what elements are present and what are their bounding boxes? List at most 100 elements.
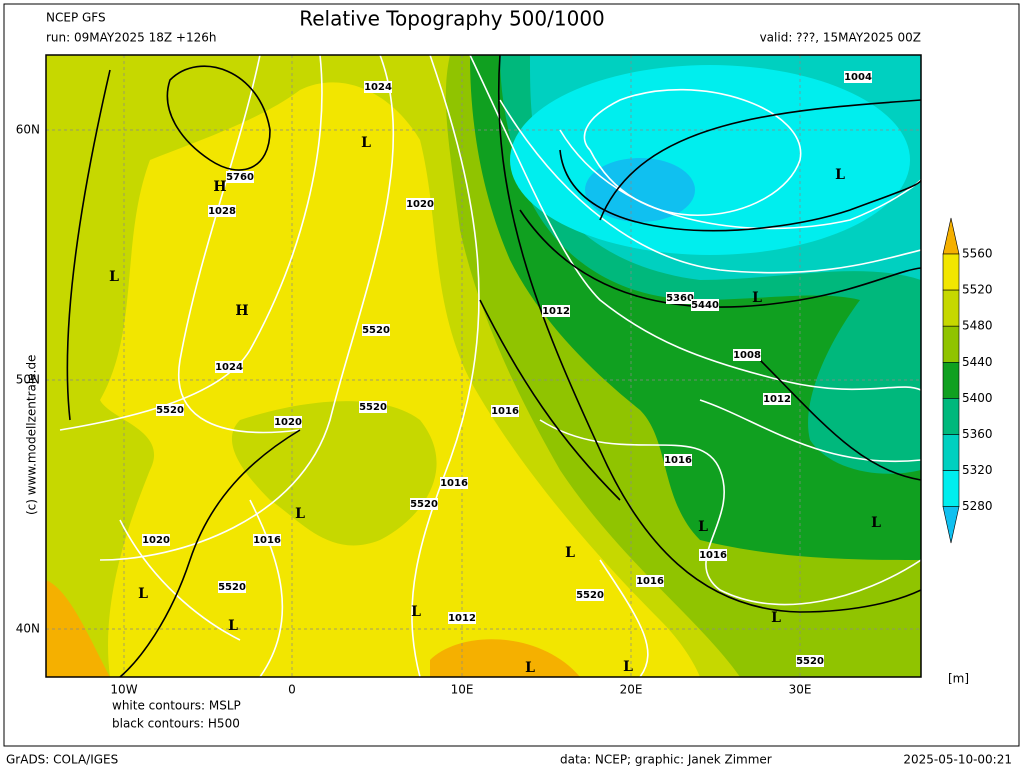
label-bg bbox=[448, 612, 476, 624]
contour-label: 5520 bbox=[156, 405, 184, 416]
contour-label: 1012 bbox=[542, 306, 570, 317]
label-bg bbox=[664, 454, 692, 466]
colorbar-band bbox=[942, 361, 960, 399]
colorbar-band bbox=[942, 253, 960, 291]
colorbar-tick-label: 5280 bbox=[962, 499, 993, 513]
mslp-contour bbox=[469, 55, 921, 391]
contour-label: 1024 bbox=[364, 82, 392, 93]
contour-label: 1020 bbox=[142, 535, 170, 546]
h500-contour bbox=[559, 149, 921, 232]
label-bg bbox=[410, 498, 438, 510]
colorbar-tick-label: 5400 bbox=[962, 391, 993, 405]
label-bg bbox=[359, 401, 387, 413]
label-bg bbox=[763, 393, 791, 405]
h500-contour bbox=[497, 55, 921, 613]
colorbar-band bbox=[942, 325, 960, 363]
colorbar-unit: [m] bbox=[948, 672, 969, 686]
colorbar-tick-label: 5360 bbox=[962, 427, 993, 441]
pressure-center: L bbox=[525, 660, 535, 676]
pressure-center: L bbox=[411, 604, 421, 620]
band bbox=[46, 580, 110, 677]
pressure-center: L bbox=[698, 519, 708, 535]
label-bg bbox=[406, 198, 434, 210]
colorbar-tick-label: 5560 bbox=[962, 247, 993, 261]
contour-label: 1020 bbox=[274, 417, 302, 428]
map-frame bbox=[45, 54, 922, 678]
h500-contour bbox=[519, 209, 921, 308]
pressure-center: L bbox=[138, 586, 148, 602]
lon-label: 0 bbox=[288, 683, 296, 697]
contour-label: 1028 bbox=[208, 206, 236, 217]
pressure-center: L bbox=[361, 135, 371, 151]
mslp-contour bbox=[539, 419, 921, 606]
model-name: NCEP GFS bbox=[46, 11, 106, 25]
pressure-center: L bbox=[623, 659, 633, 675]
label-bg bbox=[699, 549, 727, 561]
contour-label: 1020 bbox=[406, 199, 434, 210]
pressure-center: L bbox=[295, 506, 305, 522]
h500-contour bbox=[66, 69, 111, 421]
lat-label: 40N bbox=[16, 622, 40, 636]
lat-label: 50N bbox=[16, 373, 40, 387]
band bbox=[430, 639, 580, 677]
band bbox=[510, 65, 910, 255]
valid-info: valid: ???, 15MAY2025 00Z bbox=[760, 31, 921, 45]
label-bg bbox=[218, 581, 246, 593]
contour-label: 5440 bbox=[691, 300, 719, 311]
mslp-contour bbox=[583, 88, 802, 216]
colorbar-tick-label: 5520 bbox=[962, 283, 993, 297]
mslp-contour bbox=[177, 55, 301, 434]
pressure-center: L bbox=[109, 269, 119, 285]
footer-software: GrADS: COLA/IGES bbox=[6, 753, 118, 767]
contour-label: 5520 bbox=[359, 402, 387, 413]
lon-label: 10W bbox=[110, 683, 137, 697]
colorbar-tick-label: 5480 bbox=[962, 319, 993, 333]
contour-label: 1016 bbox=[699, 550, 727, 561]
h500-contour bbox=[479, 299, 621, 501]
pressure-center: L bbox=[871, 515, 881, 531]
contour-label: 1012 bbox=[763, 394, 791, 405]
footer-timestamp: 2025-05-10-00:21 bbox=[903, 753, 1012, 767]
colorbar-tick-label: 5440 bbox=[962, 355, 993, 369]
pressure-center: L bbox=[752, 290, 762, 306]
lon-label: 30E bbox=[789, 683, 812, 697]
label-bg bbox=[636, 575, 664, 587]
contour-label: 1016 bbox=[636, 576, 664, 587]
pressure-center: H bbox=[213, 179, 226, 195]
watermark: (c) www.modellzentrale.de bbox=[25, 355, 39, 515]
label-bg bbox=[274, 416, 302, 428]
mslp-contour bbox=[699, 399, 921, 462]
label-bg bbox=[844, 71, 872, 83]
legend-note: white contours: MSLP bbox=[112, 699, 241, 713]
mslp-contour bbox=[59, 55, 323, 431]
page-border bbox=[3, 3, 1020, 747]
label-bg bbox=[576, 589, 604, 601]
label-bg bbox=[491, 405, 519, 417]
contour-label: 1012 bbox=[448, 613, 476, 624]
contour-label: 5520 bbox=[218, 582, 246, 593]
label-bg bbox=[215, 361, 243, 373]
footer-credit: data: NCEP; graphic: Janek Zimmer bbox=[560, 753, 772, 767]
colorbar-cap bbox=[942, 506, 960, 544]
lon-label: 10E bbox=[451, 683, 474, 697]
contour-label: 5520 bbox=[362, 325, 390, 336]
colorbar: 5560 5520 5480 5440 5400 5360 5320 5280 bbox=[942, 217, 993, 544]
contour-label: 1016 bbox=[440, 478, 468, 489]
mslp-contour bbox=[499, 99, 921, 274]
label-bg bbox=[733, 349, 761, 361]
colorbar-band bbox=[942, 470, 960, 508]
contour-label: 1004 bbox=[844, 72, 872, 83]
label-bg bbox=[542, 305, 570, 317]
label-bg bbox=[142, 534, 170, 546]
contour-label: 5520 bbox=[410, 499, 438, 510]
h500-contour bbox=[759, 359, 921, 481]
band bbox=[231, 401, 437, 546]
h500-contour bbox=[166, 65, 271, 171]
contour-label: 1016 bbox=[253, 535, 281, 546]
mslp-contour bbox=[599, 559, 649, 677]
contour-label: 1024 bbox=[215, 362, 243, 373]
colorbar-cap bbox=[942, 217, 960, 255]
lon-label: 20E bbox=[620, 683, 643, 697]
colorbar-band bbox=[942, 434, 960, 471]
